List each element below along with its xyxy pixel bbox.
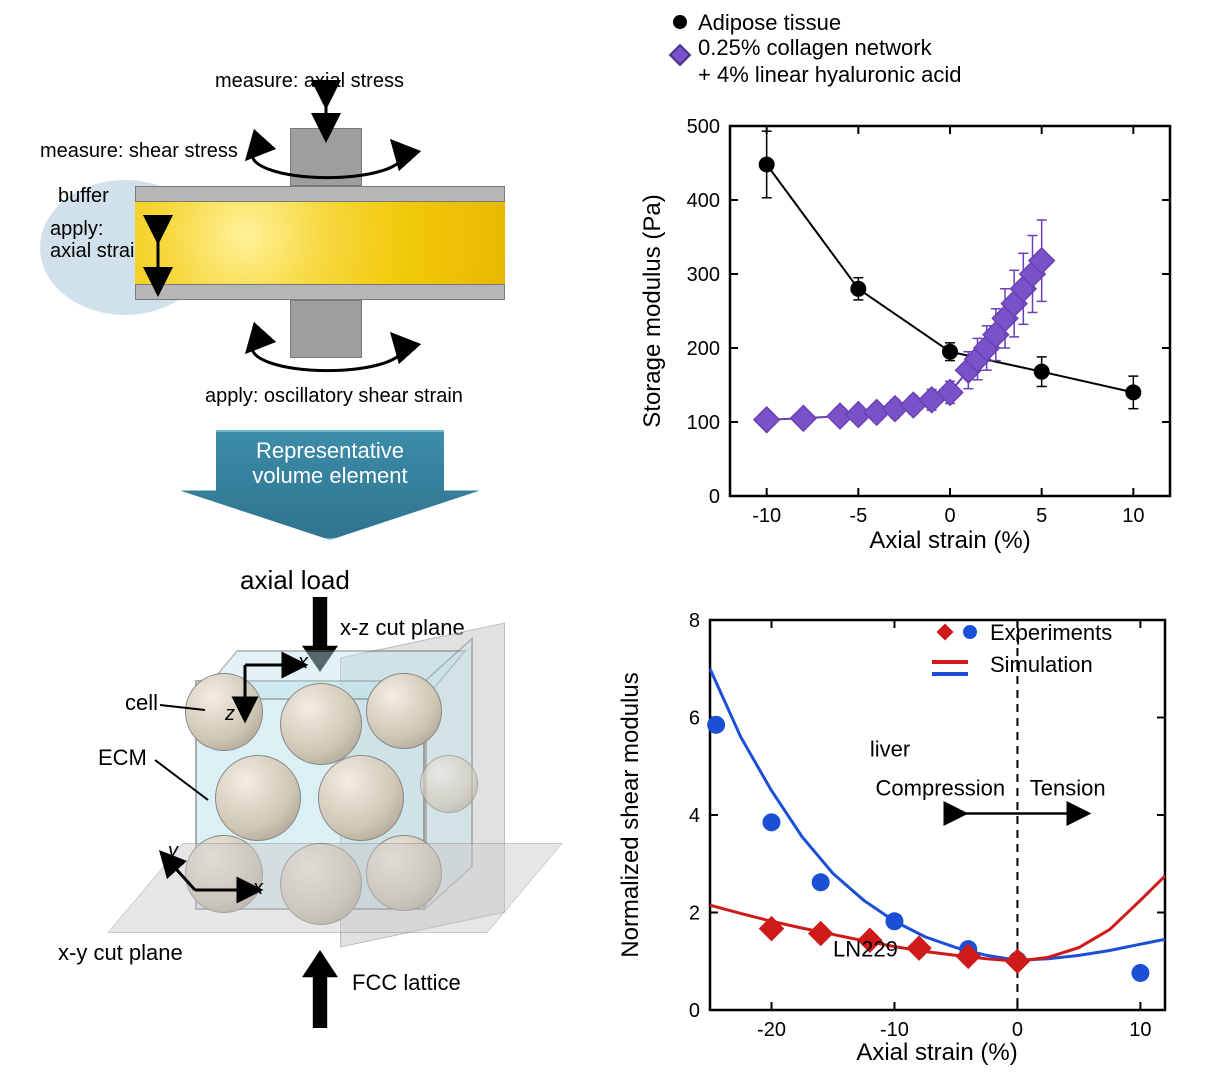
legend-bot: Experiments Simulation	[932, 620, 1112, 677]
coord-x-top: x	[298, 651, 308, 674]
yticks-top: 0 100 200 300 400 500	[687, 116, 1170, 508]
coord-y-bot: y	[168, 840, 178, 863]
yticks-bot: 0 2 4 6 8	[689, 610, 1165, 1022]
xticks-bot: -20 -10 0 10	[757, 620, 1151, 1041]
series-bot	[707, 669, 1165, 982]
svg-text:2: 2	[689, 903, 700, 925]
rheometer-schematic: measure: axial stress measure: shear str…	[0, 60, 560, 430]
coord-x-bot: x	[253, 877, 263, 900]
rve-schematic: axial load x-z cut plane cell ECM x-y cu…	[40, 555, 580, 1055]
svg-text:8: 8	[689, 610, 700, 632]
coord-z-top: z	[225, 703, 235, 726]
svg-text:0: 0	[944, 505, 955, 527]
svg-text:200: 200	[687, 338, 720, 360]
svg-text:0: 0	[709, 486, 720, 508]
legend-exp: Experiments	[990, 620, 1112, 645]
storage-modulus-chart: Adipose tissue 0.25% collagen network + …	[630, 0, 1190, 560]
svg-text:10: 10	[1122, 505, 1144, 527]
svg-text:5: 5	[1036, 505, 1047, 527]
svg-text:0: 0	[1012, 1019, 1023, 1041]
rheometer-arrows	[0, 60, 560, 430]
svg-text:400: 400	[687, 190, 720, 212]
legend-collagen-l2: + 4% linear hyaluronic acid	[698, 62, 962, 87]
svg-text:6: 6	[689, 708, 700, 730]
svg-text:300: 300	[687, 264, 720, 286]
svg-text:-10: -10	[752, 505, 781, 527]
plot-frame-top	[730, 126, 1170, 496]
xlabel-top: Axial strain (%)	[869, 527, 1030, 554]
legend-sim: Simulation	[990, 652, 1093, 677]
svg-text:10: 10	[1129, 1019, 1151, 1041]
rve-arrow-line2: volume element	[182, 463, 478, 488]
svg-text:500: 500	[687, 116, 720, 138]
svg-text:-5: -5	[849, 505, 867, 527]
ylabel-top: Storage modulus (Pa)	[639, 194, 666, 427]
series-top	[754, 131, 1141, 432]
compression-label: Compression	[876, 776, 1006, 801]
anno-ln229: LN229	[833, 936, 898, 961]
svg-text:4: 4	[689, 805, 700, 827]
xlabel-bot: Axial strain (%)	[856, 1039, 1017, 1066]
ylabel-bot: Normalized shear modulus	[617, 672, 644, 957]
tension-label: Tension	[1030, 776, 1106, 801]
rve-lines	[40, 555, 580, 1065]
svg-text:-20: -20	[757, 1019, 786, 1041]
normalized-shear-chart: 0 2 4 6 8 -20 -10 0 10 Axial strain (%) Normali…	[610, 570, 1200, 1070]
legend-collagen-l1: 0.25% collagen network	[698, 35, 933, 60]
legend-adipose: Adipose tissue	[698, 10, 841, 35]
anno-liver: liver	[870, 737, 910, 762]
xticks-top: -10 -5 0 5 10	[752, 126, 1144, 527]
svg-text:100: 100	[687, 412, 720, 434]
rve-arrow-line1: Representative	[182, 438, 478, 463]
svg-text:-10: -10	[880, 1019, 909, 1041]
rve-arrow-label: Representative volume element	[180, 430, 480, 540]
svg-text:0: 0	[689, 1000, 700, 1022]
